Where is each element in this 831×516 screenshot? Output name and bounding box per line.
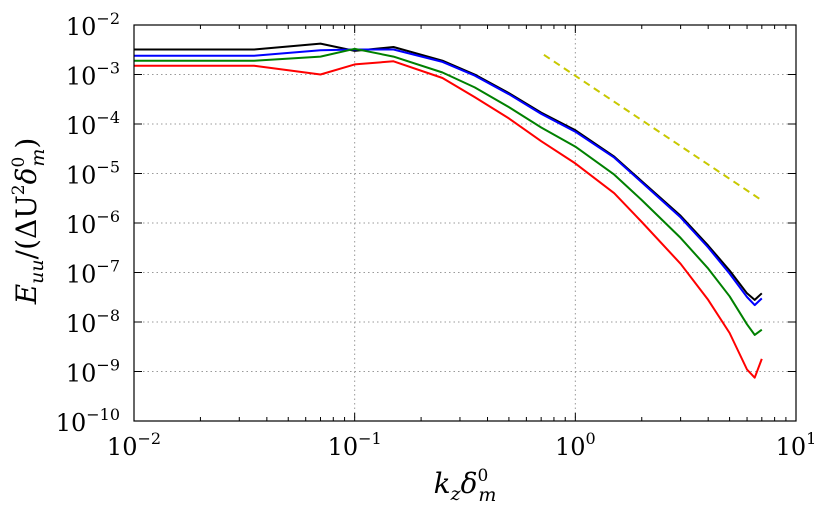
y-tick-label: 10−4 <box>66 108 120 140</box>
x-tick-labels: 10−2 10−1 100 101 <box>107 429 816 461</box>
y-tick-label: 10−6 <box>66 207 120 239</box>
y-tick-label: 10−3 <box>66 59 120 91</box>
y-tick-labels: 10−10 10−9 10−8 10−7 10−6 10−5 10−4 10−3 10−2 <box>56 9 120 437</box>
y-tick-label: 10−2 <box>66 9 120 41</box>
x-tick-label: 101 <box>776 429 817 461</box>
grid-lines <box>134 25 796 421</box>
axis-ticks <box>133 24 797 422</box>
x-tick-label: 10−2 <box>107 429 161 461</box>
y-tick-label: 10−9 <box>66 356 120 388</box>
series-line-blue <box>134 48 763 307</box>
y-axis-label: Euu/(ΔU2δ0m) <box>9 138 49 306</box>
y-tick-label: 10−10 <box>56 405 120 437</box>
x-axis-label: kzδ0 m <box>434 466 497 506</box>
x-tick-label: 10−1 <box>328 429 382 461</box>
series-line-reference-slope <box>543 53 761 201</box>
y-tick-label: 10−8 <box>66 306 120 338</box>
series-line-green <box>134 47 763 336</box>
x-tick-label: 100 <box>555 429 596 461</box>
y-tick-label: 10−7 <box>66 257 120 289</box>
series-lines <box>134 42 763 379</box>
y-tick-label: 10−5 <box>66 158 120 190</box>
series-line-red <box>134 60 763 379</box>
